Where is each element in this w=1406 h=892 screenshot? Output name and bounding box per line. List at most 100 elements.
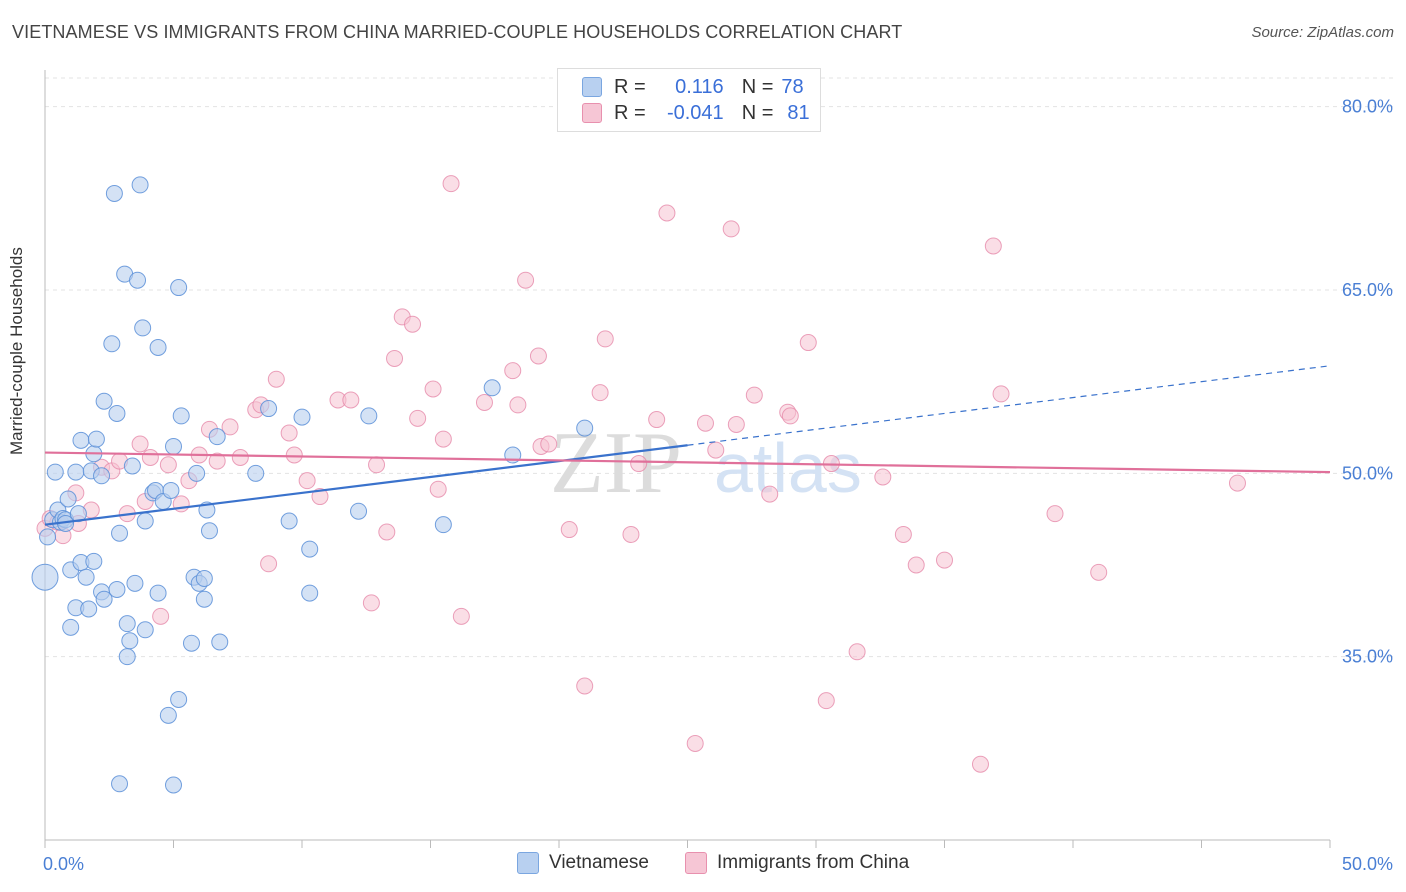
chart-legend: Vietnamese Immigrants from China	[0, 852, 1406, 878]
vietnamese-point	[87, 430, 105, 448]
china-point	[894, 525, 912, 543]
legend-swatch-china	[685, 852, 707, 874]
vietnamese-point	[360, 407, 378, 425]
watermark-atlas: atlas	[714, 429, 862, 507]
legend-label-china: Immigrants from China	[717, 852, 910, 873]
china-point	[362, 594, 380, 612]
vietnamese-point	[483, 379, 501, 397]
vietnamese-point	[95, 590, 113, 608]
y-axis-label: Married-couple Households	[7, 247, 26, 455]
vietnamese-point	[195, 590, 213, 608]
china-point	[378, 523, 396, 541]
vietnamese-point	[93, 467, 111, 485]
stats-row-china: R = -0.041 N = 81	[582, 100, 810, 126]
china-point	[442, 175, 460, 193]
stats-row-vietnamese: R = 0.116 N = 78	[582, 74, 804, 100]
series-vietnamese-points	[31, 176, 594, 794]
vietnamese-point	[350, 502, 368, 520]
china-point	[591, 384, 609, 402]
n-label: N =	[741, 101, 774, 124]
vietnamese-point	[200, 522, 218, 540]
china-point	[576, 677, 594, 695]
vietnamese-point	[182, 634, 200, 652]
china-point	[529, 347, 547, 365]
china-point	[1228, 474, 1246, 492]
vietnamese-point	[195, 569, 213, 587]
vietnamese-point	[162, 481, 180, 499]
china-point	[475, 393, 493, 411]
legend-item-china[interactable]: Immigrants from China	[685, 852, 909, 874]
watermark-zip: ZIP	[550, 415, 682, 512]
china-trend-line	[44, 451, 1331, 474]
china-point	[368, 456, 386, 474]
vietnamese-point	[62, 618, 80, 636]
vietnamese-point	[85, 552, 103, 570]
china-point	[874, 468, 892, 486]
vietnamese-point	[188, 464, 206, 482]
x-tick-label: 0.0%	[43, 854, 84, 874]
vietnamese-point	[149, 338, 167, 356]
china-point	[722, 220, 740, 238]
china-point	[560, 521, 578, 539]
china-point	[707, 441, 725, 459]
china-point	[434, 430, 452, 448]
china-point	[409, 409, 427, 427]
vietnamese-point	[31, 563, 59, 591]
china-point	[1046, 505, 1064, 523]
legend-swatch-vietnamese	[517, 852, 539, 874]
china-point	[141, 448, 159, 466]
legend-label-vietnamese: Vietnamese	[549, 852, 649, 873]
vietnamese-point	[172, 407, 190, 425]
china-point	[696, 414, 714, 432]
r-label: R =	[614, 75, 646, 98]
y-tick-label: 50.0%	[1342, 463, 1393, 483]
china-point	[630, 455, 648, 473]
vietnamese-point	[103, 335, 121, 353]
vietnamese-point	[149, 584, 167, 602]
china-point	[745, 386, 763, 404]
vietnamese-point	[301, 584, 319, 602]
china-point	[152, 607, 170, 625]
china-point	[159, 456, 177, 474]
vietnamese-point	[134, 319, 152, 337]
vietnamese-point	[39, 528, 57, 546]
series-china-points	[36, 175, 1246, 773]
china-point	[648, 411, 666, 429]
vietnamese-point	[434, 516, 452, 534]
y-tick-label: 80.0%	[1342, 97, 1393, 117]
china-point	[298, 472, 316, 490]
axes	[44, 70, 1331, 848]
vietnamese-trend-line	[44, 444, 688, 526]
china-point	[452, 607, 470, 625]
vietnamese-point	[67, 463, 85, 481]
china-point	[429, 480, 447, 498]
china-point	[504, 362, 522, 380]
china-point	[971, 755, 989, 773]
china-point	[686, 734, 704, 752]
vietnamese-point	[136, 512, 154, 530]
vietnamese-point	[576, 419, 594, 437]
china-point	[907, 556, 925, 574]
n-label: N =	[741, 75, 774, 98]
legend-item-vietnamese[interactable]: Vietnamese	[517, 852, 649, 874]
china-point	[596, 330, 614, 348]
china-point	[280, 424, 298, 442]
vietnamese-point	[95, 392, 113, 410]
china-point	[817, 692, 835, 710]
china-point	[517, 271, 535, 289]
y-tick-label: 65.0%	[1342, 280, 1393, 300]
source-note: Source: ZipAtlas.com	[1251, 24, 1394, 41]
vietnamese-point	[208, 428, 226, 446]
china-point	[727, 415, 745, 433]
vietnamese-point	[123, 457, 141, 475]
vietnamese-point	[77, 568, 95, 586]
chart-title: VIETNAMESE VS IMMIGRANTS FROM CHINA MARR…	[12, 22, 903, 42]
vietnamese-point	[159, 706, 177, 724]
gridlines	[45, 77, 1393, 658]
china-point	[509, 396, 527, 414]
vietnamese-point	[111, 775, 129, 793]
china-point	[658, 204, 676, 222]
china-point	[231, 448, 249, 466]
china-point	[540, 435, 558, 453]
china-point	[267, 370, 285, 388]
